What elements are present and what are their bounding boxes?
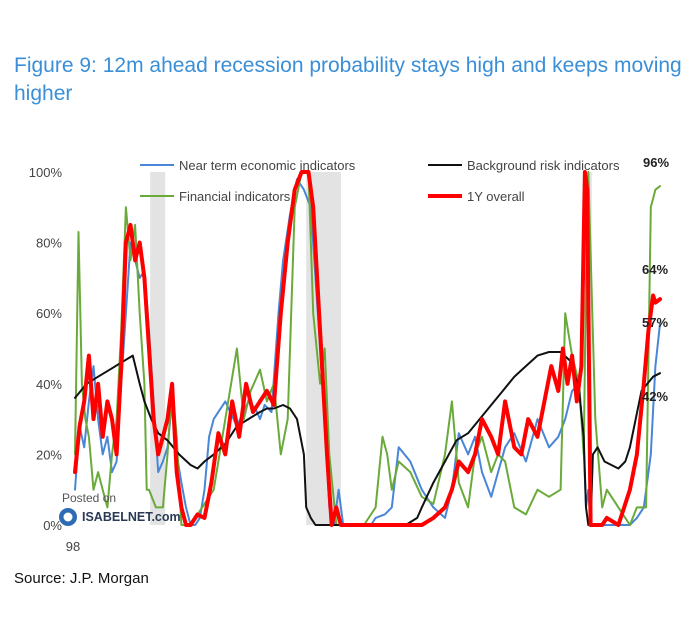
annotation-label: 57%	[642, 315, 668, 330]
watermark-brand: ISABELNET.com	[82, 510, 181, 524]
page-title: Figure 9: 12m ahead recession probabilit…	[14, 54, 682, 105]
legend-label: Background risk indicators	[467, 158, 620, 173]
isabelnet-logo-inner	[63, 512, 73, 522]
legend-label: 1Y overall	[467, 189, 525, 204]
legend-label: Near term economic indicators	[179, 158, 356, 173]
y-tick-label: 60%	[36, 306, 62, 321]
x-axis: 98	[66, 539, 80, 554]
series-lines	[73, 170, 662, 527]
legend-label: Financial indicators	[179, 189, 291, 204]
series-line-overall	[73, 170, 662, 527]
y-tick-label: 100%	[29, 165, 63, 180]
annotation-label: 96%	[643, 155, 669, 170]
y-axis: 0% 20% 40% 60% 80% 100%	[29, 165, 63, 533]
annotations: 96% 64% 57% 42%	[642, 155, 669, 404]
x-tick-label: 98	[66, 539, 80, 554]
watermark: Posted on ISABELNET.com	[59, 491, 181, 526]
legend: Near term economic indicators Background …	[140, 158, 620, 204]
y-tick-label: 0%	[43, 518, 62, 533]
series-line-financial	[74, 171, 661, 526]
y-tick-label: 40%	[36, 377, 62, 392]
y-tick-label: 20%	[36, 447, 62, 462]
source-note: Source: J.P. Morgan	[14, 570, 149, 587]
watermark-posted-on: Posted on	[62, 491, 116, 505]
annotation-label: 42%	[642, 389, 668, 404]
y-tick-label: 80%	[36, 236, 62, 251]
annotation-label: 64%	[642, 262, 668, 277]
